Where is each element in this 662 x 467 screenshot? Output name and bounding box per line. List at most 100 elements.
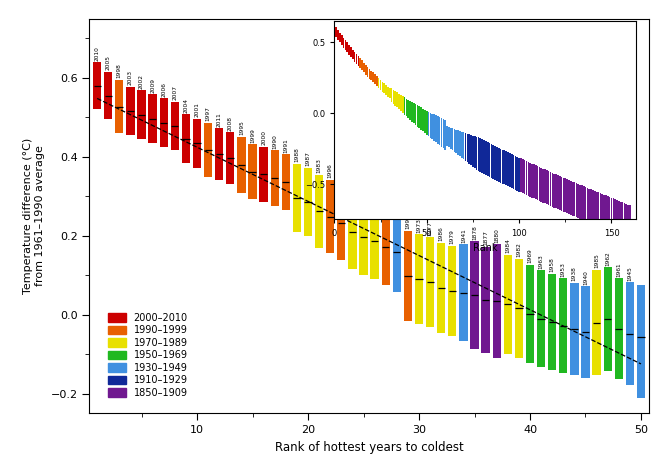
- Bar: [489, 143, 491, 177]
- Bar: [504, 150, 505, 184]
- Bar: [520, 158, 522, 192]
- Text: 2002: 2002: [139, 74, 144, 89]
- Bar: [359, 198, 367, 275]
- Bar: [575, 183, 577, 217]
- Bar: [430, 113, 431, 138]
- Bar: [226, 132, 234, 184]
- Bar: [315, 175, 323, 248]
- Text: 1987: 1987: [306, 151, 310, 166]
- Bar: [546, 170, 547, 204]
- Bar: [544, 170, 545, 204]
- Bar: [463, 133, 465, 159]
- Bar: [380, 80, 381, 90]
- Text: 1985: 1985: [594, 253, 599, 268]
- Text: 2007: 2007: [172, 85, 177, 100]
- Bar: [381, 207, 390, 285]
- Bar: [491, 144, 493, 178]
- Bar: [579, 184, 581, 219]
- Bar: [337, 30, 339, 40]
- Text: 1996: 1996: [328, 163, 333, 178]
- Bar: [339, 33, 341, 42]
- Text: 1994: 1994: [339, 169, 344, 184]
- Text: 2011: 2011: [216, 112, 222, 127]
- Bar: [398, 94, 400, 109]
- Bar: [432, 113, 433, 139]
- Bar: [610, 198, 612, 232]
- Bar: [346, 42, 348, 52]
- Bar: [574, 182, 575, 216]
- Bar: [540, 168, 542, 202]
- Bar: [515, 259, 523, 358]
- Bar: [126, 86, 134, 135]
- Bar: [459, 131, 461, 156]
- Bar: [507, 152, 509, 186]
- Bar: [607, 196, 608, 230]
- Bar: [629, 205, 631, 239]
- Bar: [415, 104, 416, 125]
- Bar: [182, 114, 190, 163]
- Text: 1973: 1973: [416, 218, 422, 233]
- Bar: [628, 205, 629, 239]
- Text: 1997: 1997: [206, 106, 211, 121]
- Text: 1961: 1961: [616, 262, 622, 277]
- Bar: [451, 128, 453, 150]
- Bar: [376, 76, 377, 86]
- Bar: [411, 102, 412, 121]
- Bar: [603, 195, 605, 229]
- Bar: [589, 189, 590, 223]
- Bar: [115, 80, 124, 133]
- Text: 1989: 1989: [361, 182, 366, 197]
- Bar: [598, 192, 599, 226]
- Bar: [612, 198, 614, 233]
- Bar: [596, 191, 598, 226]
- Bar: [496, 147, 498, 181]
- Text: 1877: 1877: [483, 230, 488, 245]
- Bar: [577, 184, 579, 218]
- Bar: [470, 241, 479, 348]
- Bar: [592, 190, 594, 224]
- Bar: [387, 87, 389, 97]
- Bar: [481, 139, 483, 173]
- Bar: [485, 141, 487, 175]
- Bar: [461, 132, 463, 158]
- Bar: [470, 135, 472, 165]
- Bar: [509, 153, 510, 187]
- Bar: [472, 135, 474, 167]
- Bar: [524, 160, 526, 194]
- Bar: [437, 116, 439, 144]
- Text: 1958: 1958: [549, 257, 555, 272]
- Bar: [526, 265, 534, 363]
- Bar: [248, 144, 257, 199]
- Text: 1969: 1969: [528, 248, 532, 263]
- Bar: [533, 164, 535, 198]
- Bar: [441, 118, 442, 147]
- Text: 1945: 1945: [628, 266, 632, 281]
- Bar: [511, 154, 512, 188]
- Bar: [568, 180, 570, 214]
- Bar: [457, 130, 459, 155]
- Bar: [397, 92, 398, 107]
- Bar: [437, 243, 446, 333]
- Bar: [587, 188, 589, 222]
- Text: 1963: 1963: [539, 254, 544, 269]
- Bar: [604, 267, 612, 371]
- Bar: [555, 174, 557, 208]
- Text: 1986: 1986: [439, 226, 444, 241]
- Text: 2008: 2008: [228, 116, 233, 131]
- Bar: [528, 162, 529, 196]
- Bar: [513, 155, 514, 189]
- Bar: [504, 255, 512, 354]
- Text: 2004: 2004: [183, 98, 189, 113]
- Bar: [605, 196, 607, 229]
- Bar: [495, 146, 496, 180]
- Bar: [450, 128, 451, 149]
- Bar: [193, 119, 201, 168]
- Text: 1953: 1953: [561, 262, 566, 277]
- Text: 1992: 1992: [405, 214, 410, 229]
- Bar: [148, 94, 157, 143]
- Bar: [418, 106, 420, 128]
- Bar: [383, 84, 385, 93]
- Bar: [548, 171, 549, 205]
- Bar: [570, 181, 572, 215]
- Bar: [626, 282, 634, 385]
